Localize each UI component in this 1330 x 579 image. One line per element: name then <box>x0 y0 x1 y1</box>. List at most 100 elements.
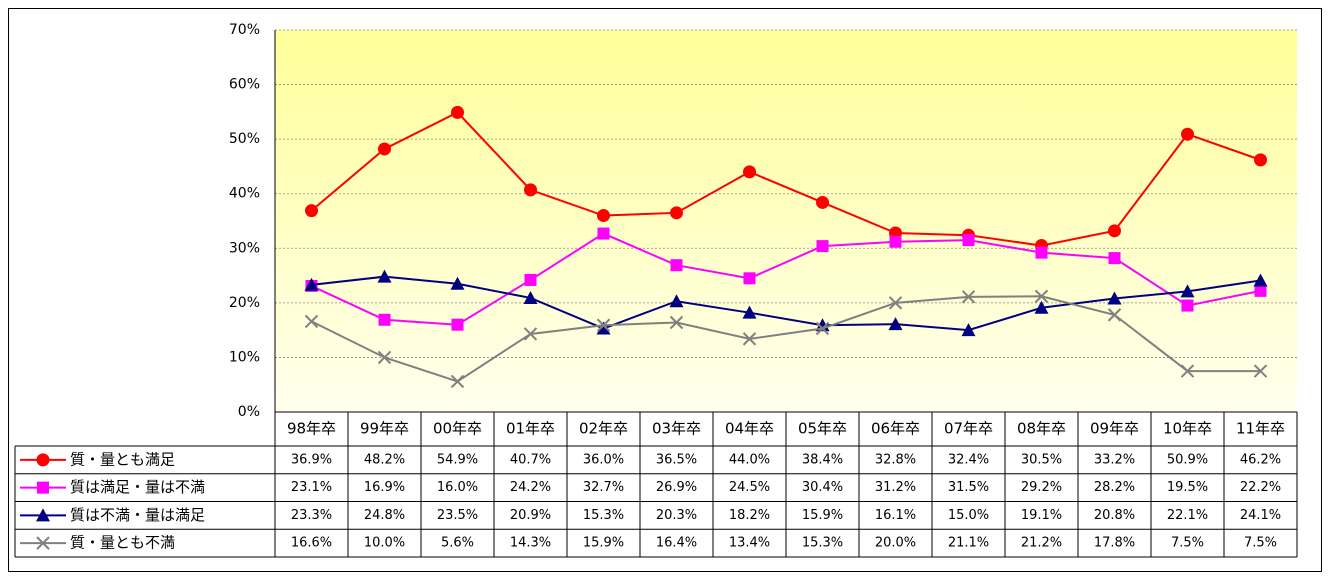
marker <box>37 481 49 494</box>
x-tick-label: 07年卒 <box>944 420 993 438</box>
series-line <box>311 275 1261 332</box>
marker <box>305 204 318 218</box>
x-tick-label: 99年卒 <box>360 420 409 438</box>
marker <box>743 272 756 285</box>
data-label: 13.4% <box>729 536 770 551</box>
data-label: 24.5% <box>729 480 770 495</box>
data-label: 22.1% <box>1167 508 1208 523</box>
marker <box>1034 300 1049 314</box>
x-tick-label: 01年卒 <box>506 420 555 438</box>
data-label: 24.2% <box>510 480 551 495</box>
marker <box>596 321 611 335</box>
data-label: 22.2% <box>1240 480 1281 495</box>
legend-label: 質・量とも不満 <box>70 534 175 552</box>
data-label: 7.5% <box>1171 536 1204 551</box>
x-tick-label: 98年卒 <box>287 420 336 438</box>
data-label: 30.5% <box>1021 452 1062 467</box>
marker <box>816 195 829 209</box>
marker <box>815 321 830 336</box>
data-label: 26.9% <box>656 480 697 495</box>
marker <box>1035 246 1048 259</box>
y-tick-label: 10% <box>229 349 260 365</box>
marker <box>378 313 391 326</box>
marker <box>1181 299 1194 312</box>
marker <box>597 209 610 223</box>
marker <box>669 294 684 308</box>
plot-area <box>275 30 1297 412</box>
marker <box>743 165 756 179</box>
y-tick-label: 20% <box>229 295 260 311</box>
marker <box>1253 364 1268 378</box>
marker <box>1254 153 1267 167</box>
data-label: 46.2% <box>1240 452 1281 467</box>
marker <box>377 350 392 365</box>
x-tick-label: 05年卒 <box>798 420 847 438</box>
data-label: 36.5% <box>656 452 697 467</box>
marker <box>889 235 902 248</box>
data-label: 32.4% <box>948 452 989 467</box>
x-tick-label: 09年卒 <box>1090 420 1139 438</box>
data-label: 38.4% <box>802 452 843 467</box>
data-label: 16.1% <box>875 508 916 523</box>
x-tick-label: 08年卒 <box>1017 420 1066 438</box>
series-line <box>311 295 1261 383</box>
marker <box>742 332 757 346</box>
marker <box>378 142 391 156</box>
data-label: 16.0% <box>437 480 478 495</box>
data-label: 30.4% <box>802 480 843 495</box>
marker <box>670 259 683 272</box>
marker <box>450 374 465 389</box>
marker <box>450 276 465 290</box>
marker <box>1253 273 1268 287</box>
y-tick-label: 30% <box>229 240 260 256</box>
marker <box>961 290 976 304</box>
marker <box>816 240 829 253</box>
marker <box>523 327 538 341</box>
marker <box>451 318 464 331</box>
marker <box>36 508 50 522</box>
data-label: 20.8% <box>1094 508 1135 523</box>
data-label: 23.1% <box>291 480 332 495</box>
x-tick-label: 10年卒 <box>1163 420 1212 438</box>
data-label: 24.8% <box>364 508 405 523</box>
data-label: 23.5% <box>437 508 478 523</box>
marker <box>36 453 50 467</box>
data-label: 21.2% <box>1021 536 1062 551</box>
marker <box>888 296 903 310</box>
x-tick-label: 11年卒 <box>1236 420 1285 438</box>
marker <box>451 105 464 119</box>
data-label: 31.5% <box>948 480 989 495</box>
legend-label: 質は満足・量は不満 <box>70 478 205 496</box>
data-label: 16.4% <box>656 536 697 551</box>
marker <box>1108 224 1121 238</box>
marker <box>1108 252 1121 265</box>
marker <box>523 290 538 304</box>
marker <box>304 277 319 291</box>
data-label: 48.2% <box>364 452 405 467</box>
marker <box>1107 308 1122 322</box>
data-label: 16.6% <box>291 536 332 551</box>
data-label: 54.9% <box>437 452 478 467</box>
y-tick-label: 70% <box>229 22 260 38</box>
data-label: 15.9% <box>802 508 843 523</box>
marker <box>597 227 610 240</box>
data-label: 10.0% <box>364 536 405 551</box>
data-label: 23.3% <box>291 508 332 523</box>
data-label: 19.1% <box>1021 508 1062 523</box>
data-label: 21.1% <box>948 536 989 551</box>
data-label: 44.0% <box>729 452 770 467</box>
y-tick-label: 40% <box>229 186 260 202</box>
marker <box>304 314 319 329</box>
x-tick-label: 03年卒 <box>652 420 701 438</box>
data-label: 15.9% <box>583 536 624 551</box>
marker <box>36 536 50 550</box>
data-label: 36.0% <box>583 452 624 467</box>
marker <box>962 234 975 247</box>
data-label: 20.3% <box>656 508 697 523</box>
marker <box>669 315 684 330</box>
marker <box>1254 284 1267 297</box>
marker <box>961 323 976 337</box>
y-tick-label: 60% <box>229 77 260 93</box>
data-label: 5.6% <box>441 536 474 551</box>
